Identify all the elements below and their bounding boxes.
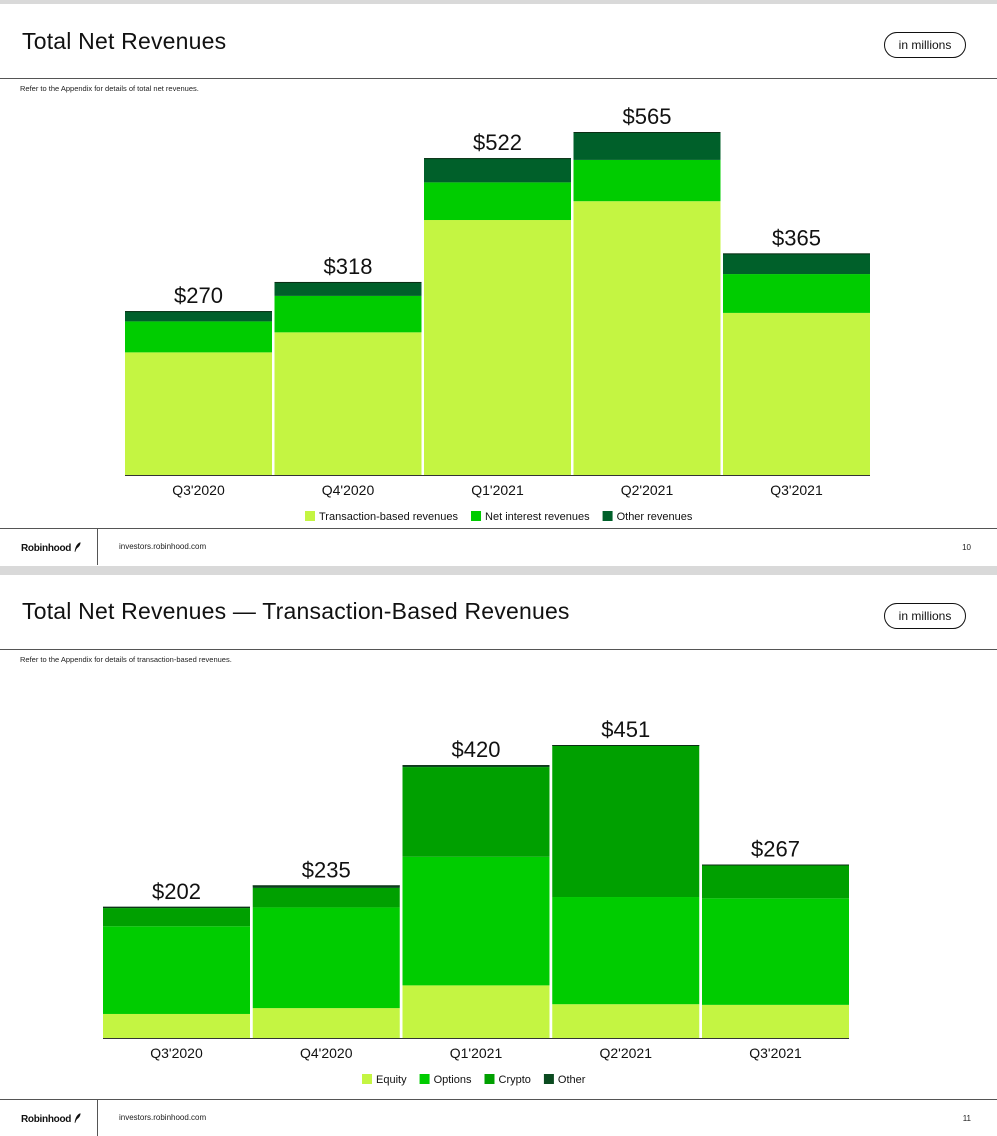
bar-segment-crypto	[252, 887, 400, 908]
bar-segment-options	[552, 897, 700, 1005]
bar-segment-equity	[103, 1013, 250, 1038]
x-tick-label: Q1'2021	[471, 482, 524, 498]
bar-segment-net-interest-revenues	[573, 159, 721, 202]
bar-segment-equity	[702, 1004, 849, 1038]
bar-segment-other-revenues	[125, 311, 272, 322]
bar-segment-other-revenues	[424, 158, 571, 183]
x-tick-label: Q4'2020	[300, 1045, 353, 1061]
x-tick-label: Q3'2020	[150, 1045, 203, 1061]
appendix-note: Refer to the Appendix for details of tot…	[20, 84, 199, 93]
legend-swatch	[419, 1074, 430, 1084]
stacked-bar-chart: $270 Q3'2020 $318 Q4'2020 $522 Q1'2021 $565 Q2'…	[125, 104, 870, 523]
slide-footer: Robinhood investors.robinhood.com 11	[0, 1099, 997, 1136]
bar-segment-other-revenues	[723, 253, 870, 275]
bar-segment-net-interest-revenues	[723, 274, 870, 313]
x-tick-label: Q4'2020	[322, 482, 375, 498]
page-number: 11	[962, 1114, 971, 1123]
feather-icon	[74, 1113, 81, 1123]
total-label: $365	[772, 225, 821, 250]
slide-title: Total Net Revenues — Transaction-Based R…	[22, 598, 570, 624]
bar-segment-net-interest-revenues	[274, 295, 422, 333]
bar-segment-other-revenues	[573, 132, 721, 160]
brand-logo: Robinhood	[21, 1113, 81, 1125]
total-label: $318	[324, 254, 373, 279]
legend-label: Net interest revenues	[485, 511, 590, 523]
legend-label: Other	[558, 1074, 586, 1086]
legend-label: Options	[434, 1074, 472, 1086]
x-tick-label: Q3'2021	[749, 1045, 802, 1061]
brand-logo: Robinhood	[21, 542, 81, 554]
bar-segment-options	[252, 907, 400, 1009]
legend-swatch	[471, 511, 482, 521]
bar-segment-transaction-based-revenues	[573, 201, 721, 475]
legend-swatch	[484, 1074, 495, 1084]
x-tick-label: Q2'2021	[621, 482, 674, 498]
bar-segment-net-interest-revenues	[424, 182, 571, 221]
bar-segment-crypto	[552, 745, 700, 898]
feather-icon	[74, 542, 81, 552]
header-divider	[0, 649, 997, 650]
stacked-bar-chart: $202 Q3'2020 $235 Q4'2020 $420 Q1'2021 $451 Q2'…	[103, 717, 849, 1086]
slide-transaction-based-revenues: Total Net Revenues — Transaction-Based R…	[0, 575, 997, 1136]
legend-label: Transaction-based revenues	[319, 511, 459, 523]
total-label: $522	[473, 130, 522, 155]
bar-segment-options	[103, 926, 250, 1014]
footer-divider	[97, 529, 98, 565]
x-tick-label: Q3'2021	[770, 482, 823, 498]
total-label: $420	[452, 737, 501, 762]
legend-swatch	[362, 1074, 372, 1084]
bar-segment-equity	[402, 985, 550, 1038]
investor-site-link[interactable]: investors.robinhood.com	[119, 1113, 207, 1122]
total-label: $202	[152, 879, 201, 904]
bar-segment-transaction-based-revenues	[723, 312, 870, 475]
bar-segment-other-revenues	[274, 281, 422, 296]
slide-title: Total Net Revenues	[22, 28, 227, 54]
slide-footer: Robinhood investors.robinhood.com 10	[0, 528, 997, 565]
bar-segment-other	[252, 885, 400, 888]
legend-label: Other revenues	[617, 511, 693, 523]
bar-segment-transaction-based-revenues	[125, 352, 272, 475]
total-label: $267	[751, 837, 800, 862]
legend-swatch	[305, 511, 315, 521]
x-tick-label: Q3'2020	[172, 482, 225, 498]
bar-segment-transaction-based-revenues	[274, 332, 422, 475]
bar-segment-options	[702, 898, 849, 1005]
x-tick-label: Q1'2021	[450, 1045, 503, 1061]
bar-segment-net-interest-revenues	[125, 321, 272, 353]
slide-total-net-revenues: Total Net Revenues in millions Refer to …	[0, 4, 997, 566]
units-badge: in millions	[884, 603, 966, 629]
appendix-note: Refer to the Appendix for details of tra…	[20, 655, 232, 664]
bar-segment-equity	[552, 1004, 700, 1038]
total-label: $270	[174, 283, 223, 308]
bar-segment-crypto	[702, 865, 849, 899]
legend-label: Crypto	[499, 1074, 531, 1086]
footer-divider	[97, 1100, 98, 1136]
header-divider	[0, 78, 997, 79]
bar-segment-options	[402, 856, 550, 986]
total-label: $565	[623, 104, 672, 129]
legend-label: Equity	[376, 1074, 407, 1086]
total-label: $235	[302, 857, 351, 882]
bar-segment-transaction-based-revenues	[424, 220, 571, 475]
page-number: 10	[962, 543, 971, 552]
x-tick-label: Q2'2021	[600, 1045, 653, 1061]
bar-segment-crypto	[402, 767, 550, 857]
legend-swatch	[602, 511, 613, 521]
total-label: $451	[601, 717, 650, 742]
investor-site-link[interactable]: investors.robinhood.com	[119, 542, 207, 551]
bar-segment-equity	[252, 1008, 400, 1038]
bar-segment-crypto	[103, 908, 250, 927]
units-badge: in millions	[884, 32, 966, 58]
legend-swatch	[543, 1074, 554, 1084]
